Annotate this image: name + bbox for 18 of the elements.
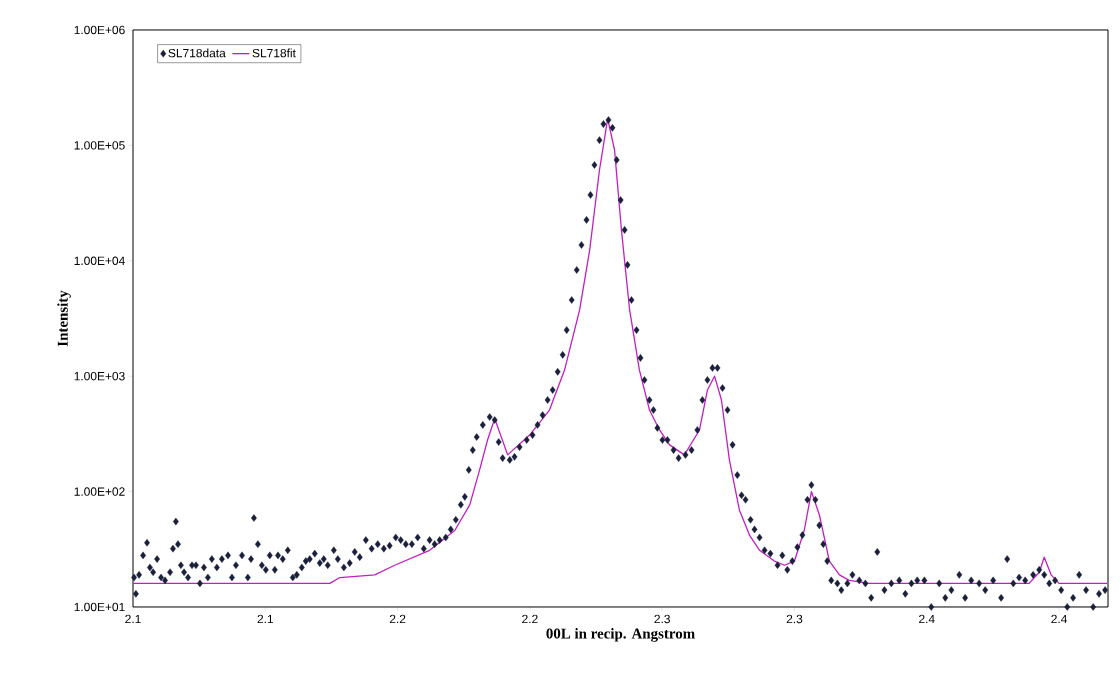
- x-axis-title: 00L in recip. Angstrom: [546, 628, 695, 642]
- legend-label: SL718fit: [252, 48, 296, 58]
- y-tick-label: 1.00E+01: [74, 602, 125, 612]
- y-tick-label: 1.00E+04: [74, 256, 125, 266]
- y-tick-label: 1.00E+02: [74, 487, 125, 496]
- x-tick-label: 2.2: [522, 614, 538, 624]
- x-tick-label: 2.3: [786, 614, 803, 624]
- x-tick-label: 2.4: [919, 614, 935, 624]
- y-tick-label: 1.00E+06: [74, 25, 125, 35]
- x-tick-label: 2.2: [389, 614, 406, 624]
- x-tick-label: 2.1: [125, 614, 141, 624]
- y-tick-label: 1.00E+05: [74, 141, 125, 150]
- legend-label: SL718data: [168, 48, 226, 58]
- y-tick-label: 1.00E+03: [74, 371, 125, 381]
- x-tick-label: 2.4: [1051, 614, 1068, 624]
- x-tick-label: 2.3: [654, 614, 670, 624]
- y-axis-title: Intensity: [57, 290, 71, 347]
- x-tick-label: 2.1: [257, 614, 274, 624]
